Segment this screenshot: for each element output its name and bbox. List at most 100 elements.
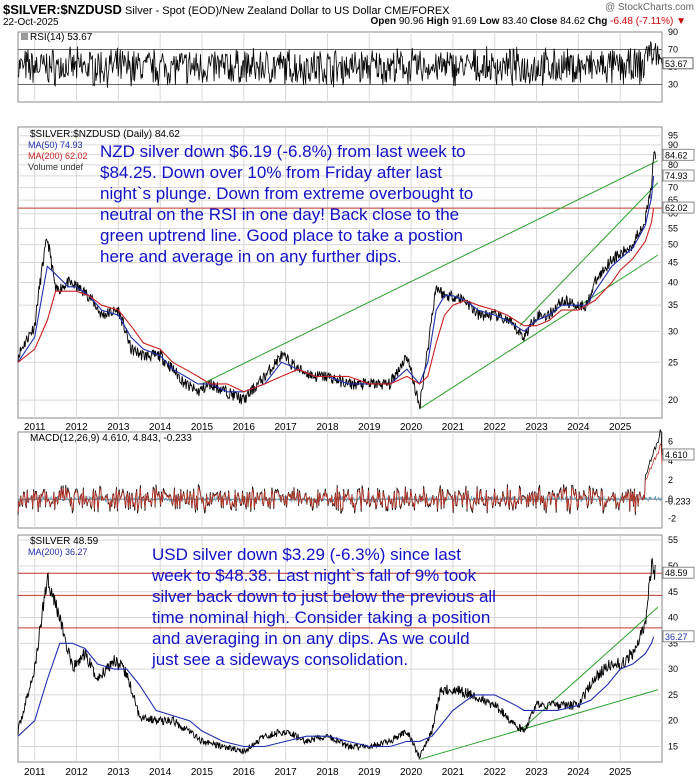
nzd-year-label: 2012 xyxy=(65,422,88,433)
watermark: @ StockCharts.com xyxy=(604,2,694,13)
usd-tick-label: 15 xyxy=(668,742,678,752)
nzd-year-label: 2013 xyxy=(107,422,130,433)
usd-year-label: 2013 xyxy=(107,767,130,778)
macd-hist-label: -0.233 xyxy=(665,496,691,506)
nzd-year-label: 2019 xyxy=(358,422,381,433)
description: Silver - Spot (EOD)/New Zealand Dollar t… xyxy=(125,5,450,17)
nzd-tick-label: 45 xyxy=(668,258,678,268)
usd-tick-label: 20 xyxy=(668,716,678,726)
nzd-ma200-label-box xyxy=(662,201,695,214)
usd-year-label: 2020 xyxy=(400,767,423,778)
nzd-annotation-line: here and average in on any further dips. xyxy=(100,247,402,266)
nzd-legend-ma200: MA(200) 62.02 xyxy=(28,151,88,161)
rsi-line xyxy=(17,41,663,88)
macd-tick-label: 4 xyxy=(668,456,673,466)
nzd-ma200-line xyxy=(17,208,655,393)
nzd-year-label: 2014 xyxy=(149,422,172,433)
open-label: Open xyxy=(370,16,397,27)
macd-tick-label: 6 xyxy=(668,437,673,447)
close-value: 84.62 xyxy=(560,16,586,27)
usd-tick-label: 35 xyxy=(668,638,678,648)
usd-tick-label: 55 xyxy=(668,535,678,545)
date-label: 22-Oct-2025 xyxy=(3,17,59,28)
nzd-year-label: 2011 xyxy=(24,422,46,433)
nzd-ma200-label: 62.02 xyxy=(665,203,688,213)
nzd-tick-label: 35 xyxy=(668,300,678,310)
nzd-year-label: 2024 xyxy=(567,422,590,433)
nzd-trendline xyxy=(419,254,659,410)
symbol: $SILVER:$NZDUSD xyxy=(3,2,122,17)
nzd-year-label: 2015 xyxy=(191,422,214,433)
usd-annotation-line: USD silver down $3.29 (-6.3%) since last xyxy=(152,545,461,564)
usd-legend-title: $SILVER 48.59 xyxy=(30,536,99,547)
macd-signal-line xyxy=(17,442,663,513)
usd-annotation-line: and averaging in on any dips. As we coul… xyxy=(152,629,470,648)
high-value: 91.69 xyxy=(451,16,477,27)
nzd-legend-ma50: MA(50) 74.93 xyxy=(28,140,83,150)
usd-year-label: 2022 xyxy=(484,767,507,778)
nzd-tick-label: 65 xyxy=(668,195,678,205)
usd-annotation-line: silver back down to just below the previ… xyxy=(152,587,496,606)
usd-year-label: 2019 xyxy=(358,767,381,778)
nzd-tick-label: 50 xyxy=(668,240,678,250)
usd-year-label: 2012 xyxy=(65,767,88,778)
macd-panel xyxy=(17,431,663,529)
down-triangle-icon: ▼ xyxy=(676,16,686,27)
chg-label: Chg xyxy=(587,16,608,27)
rsi-tick-label: 90 xyxy=(668,27,678,37)
nzd-year-label: 2025 xyxy=(609,422,632,433)
nzd-tick-label: 40 xyxy=(668,277,678,287)
usd-annotation-line: just see a sideways consolidation. xyxy=(152,650,409,669)
usd-tick-label: 50 xyxy=(668,561,678,571)
nzd-year-label: 2022 xyxy=(484,422,507,433)
nzd-year-label: 2017 xyxy=(275,422,298,433)
nzd-annotation-line: night`s plunge. Down from extreme overbo… xyxy=(100,184,474,203)
macd-tick-label: -2 xyxy=(668,513,676,523)
nzd-legend-title: $SILVER:$NZDUSD (Daily) 84.62 xyxy=(30,129,180,140)
nzd-trendline xyxy=(519,182,659,327)
nzd-tick-label: 90 xyxy=(668,140,678,150)
usd-close-box xyxy=(662,566,695,579)
close-label: Close xyxy=(530,16,558,27)
usd-close-label: 48.59 xyxy=(665,568,688,578)
nzd-close-label: 84.62 xyxy=(665,150,688,160)
nzd-ma50-label: 74.93 xyxy=(665,171,688,181)
nzd-year-label: 2021 xyxy=(442,422,465,433)
usd-year-label: 2017 xyxy=(275,767,298,778)
usd-annotation-line: week to $48.38. Last night`s fall of 9% … xyxy=(152,566,477,585)
usd-year-label: 2021 xyxy=(442,767,465,778)
nzd-tick-label: 70 xyxy=(668,183,678,193)
macd-last-label: 4.610 xyxy=(665,450,688,460)
usd-trendline xyxy=(419,689,658,760)
nzd-year-label: 2020 xyxy=(400,422,423,433)
nzd-tick-label: 20 xyxy=(668,395,678,405)
nzd-annotation: NZD silver down $6.19 (-6.8%) from last … xyxy=(100,141,473,267)
usd-price-line xyxy=(17,557,656,760)
nzd-year-label: 2018 xyxy=(316,422,339,433)
nzd-trendline xyxy=(201,160,659,385)
low-label: Low xyxy=(479,16,500,27)
rsi-tick-label: 30 xyxy=(668,80,678,90)
usd-ma200-box xyxy=(662,630,695,643)
macd-tick-label: 0 xyxy=(668,494,673,504)
chart-header: $SILVER:$NZDUSD Silver - Spot (EOD)/New … xyxy=(3,2,450,17)
nzd-tick-label: 80 xyxy=(668,160,678,170)
macd-last-box xyxy=(662,448,695,461)
nzd-annotation-line: $84.25. Down over 10% from Friday after … xyxy=(100,163,443,182)
nzd-legend-volume: Volume undef xyxy=(28,162,84,172)
nzd-close-label-box xyxy=(662,148,695,161)
rsi-last-box xyxy=(662,57,694,70)
nzd-annotation-line: neutral on the RSI in one day! Back clos… xyxy=(100,205,460,224)
usd-annotation: USD silver down $3.29 (-6.3%) since last… xyxy=(152,544,496,670)
usd-tick-label: 25 xyxy=(668,690,678,700)
usd-year-label: 2025 xyxy=(609,767,632,778)
usd-year-label: 2023 xyxy=(525,767,548,778)
usd-annotation-line: time nominal high. Consider taking a pos… xyxy=(152,608,491,627)
usd-legend-ma200: MA(200) 36.27 xyxy=(28,547,88,557)
usd-year-label: 2014 xyxy=(149,767,172,778)
rsi-title: RSI(14) 53.67 xyxy=(30,32,93,43)
usd-tick-label: 30 xyxy=(668,664,678,674)
nzd-annotation-line: NZD silver down $6.19 (-6.8%) from last … xyxy=(100,142,466,161)
usd-year-label: 2024 xyxy=(567,767,590,778)
